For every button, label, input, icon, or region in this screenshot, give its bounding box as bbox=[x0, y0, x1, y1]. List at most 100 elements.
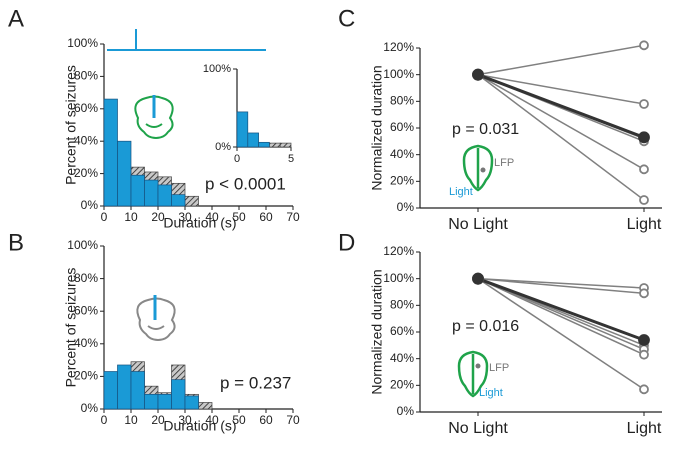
histogram-bar bbox=[184, 395, 199, 410]
brain-icon bbox=[462, 144, 494, 192]
y-tick-label: 100% bbox=[203, 63, 231, 75]
histogram-bar bbox=[171, 194, 186, 207]
y-tick-label: 80% bbox=[74, 69, 98, 83]
brain-icon bbox=[136, 297, 176, 342]
x-tick-label: 0 bbox=[101, 413, 108, 427]
y-tick-label: 20% bbox=[390, 174, 414, 188]
y-tick-label: 120% bbox=[383, 244, 414, 258]
y-tick-label: 80% bbox=[74, 271, 98, 285]
x-tick-label: 50 bbox=[232, 413, 246, 427]
annotation: p < 0.0001 bbox=[205, 174, 286, 193]
histogram-bar bbox=[103, 98, 118, 207]
x-axis-label: Duration (s) bbox=[163, 215, 236, 231]
x-tick-label: Light bbox=[627, 420, 662, 437]
y-tick-label: 60% bbox=[74, 303, 98, 317]
y-axis-label: Percent of seizures bbox=[63, 65, 79, 185]
panel-label: D bbox=[338, 229, 355, 256]
y-tick-label: 40% bbox=[74, 336, 98, 350]
electrode bbox=[480, 167, 486, 173]
y-tick-label: 120% bbox=[383, 40, 414, 54]
data-point bbox=[639, 164, 649, 175]
y-tick-label: 40% bbox=[74, 133, 98, 147]
y-axis-label: Percent of seizures bbox=[63, 268, 79, 388]
series-line bbox=[477, 278, 645, 390]
y-tick-label: 80% bbox=[390, 298, 414, 312]
histogram-bar bbox=[198, 402, 213, 410]
histogram-bar bbox=[117, 140, 132, 207]
brain-icon bbox=[134, 95, 174, 140]
x-tick-label: 40 bbox=[205, 210, 219, 224]
data-point bbox=[639, 384, 649, 395]
y-tick-label: 100% bbox=[383, 67, 414, 81]
x-tick-label: 60 bbox=[259, 210, 273, 224]
electrode bbox=[475, 363, 481, 369]
histogram-bar bbox=[279, 142, 292, 148]
series-line bbox=[477, 73, 645, 105]
x-tick-label: 30 bbox=[178, 413, 192, 427]
x-tick-label: 0 bbox=[234, 153, 240, 165]
data-point bbox=[639, 40, 649, 51]
y-axis-label: Normalized duration bbox=[369, 269, 385, 394]
y-tick-label: 40% bbox=[390, 351, 414, 365]
series-line bbox=[477, 74, 645, 170]
y-tick-label: 0% bbox=[397, 200, 415, 214]
data-point bbox=[639, 349, 649, 360]
x-tick-label: 70 bbox=[286, 210, 300, 224]
x-axis-label: Duration (s) bbox=[163, 418, 236, 434]
histogram-bar bbox=[157, 184, 172, 207]
histogram-bar bbox=[144, 393, 159, 410]
y-tick-label: 20% bbox=[74, 369, 98, 383]
histogram-bar bbox=[144, 179, 159, 207]
y-tick-label: 60% bbox=[390, 120, 414, 134]
y-tick-label: 20% bbox=[74, 166, 98, 180]
data-point bbox=[639, 195, 649, 205]
series-line bbox=[477, 73, 645, 139]
x-tick-label: 5 bbox=[288, 153, 294, 165]
y-axis-label: Normalized duration bbox=[369, 65, 385, 190]
series-line bbox=[477, 74, 645, 201]
histogram-bar bbox=[171, 379, 186, 410]
series-line bbox=[477, 277, 645, 342]
y-tick-label: 80% bbox=[390, 94, 414, 108]
annotation: LFP bbox=[489, 362, 509, 374]
data-point bbox=[472, 272, 484, 285]
stimulus-trace bbox=[107, 29, 266, 51]
x-tick-label: No Light bbox=[448, 216, 508, 233]
annotation: LFP bbox=[494, 157, 514, 169]
data-point bbox=[639, 288, 649, 299]
panel-label: C bbox=[338, 5, 355, 32]
histogram-bar bbox=[130, 174, 145, 207]
x-tick-label: 10 bbox=[124, 210, 138, 224]
y-tick-label: 100% bbox=[383, 271, 414, 285]
y-tick-label: 100% bbox=[67, 36, 98, 50]
x-tick-label: 0 bbox=[101, 210, 108, 224]
x-tick-label: 10 bbox=[124, 413, 138, 427]
y-tick-label: 40% bbox=[390, 147, 414, 161]
y-tick-label: 0% bbox=[81, 401, 99, 415]
data-point bbox=[638, 131, 650, 144]
x-tick-label: 20 bbox=[151, 210, 165, 224]
panel-label: B bbox=[8, 229, 24, 256]
histogram-bar bbox=[157, 393, 172, 410]
series-line bbox=[477, 44, 645, 76]
y-tick-label: 0% bbox=[81, 198, 99, 212]
series-line bbox=[477, 277, 645, 289]
series-line bbox=[477, 277, 645, 356]
histogram-bar bbox=[258, 141, 270, 148]
data-point bbox=[472, 68, 484, 81]
histogram-bar bbox=[184, 195, 199, 207]
x-tick-label: 30 bbox=[178, 210, 192, 224]
histogram-bar bbox=[269, 142, 281, 148]
annotation: Light bbox=[479, 387, 503, 399]
x-tick-label: No Light bbox=[448, 420, 508, 437]
histogram-bar bbox=[103, 371, 118, 410]
data-point bbox=[639, 99, 649, 109]
x-tick-label: 20 bbox=[151, 413, 165, 427]
x-tick-label: 50 bbox=[232, 210, 246, 224]
y-tick-label: 0% bbox=[215, 141, 231, 153]
x-tick-label: Light bbox=[627, 216, 662, 233]
series-line bbox=[477, 277, 645, 295]
histogram-bar bbox=[236, 111, 249, 148]
annotation: p = 0.237 bbox=[220, 373, 291, 392]
x-tick-label: 70 bbox=[286, 413, 300, 427]
